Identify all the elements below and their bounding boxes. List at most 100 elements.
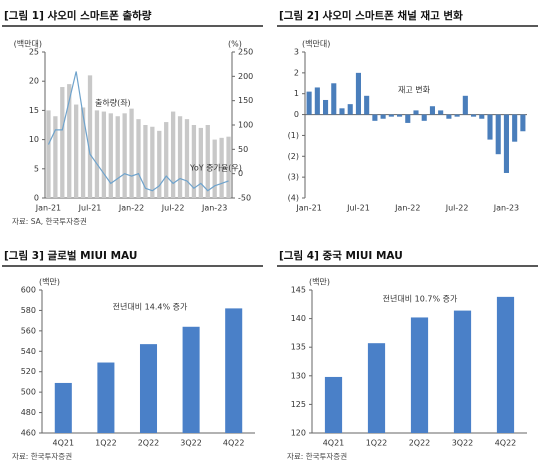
bar xyxy=(471,114,477,117)
bar xyxy=(74,104,79,198)
y-tick-label: 580 xyxy=(21,306,36,315)
y-tick-label: 15 xyxy=(29,106,39,115)
x-tick-label: Jan-22 xyxy=(118,204,144,213)
bar xyxy=(164,122,169,198)
y-axis-unit: (백만대) xyxy=(14,39,42,49)
y-axis-unit: (백만) xyxy=(39,277,60,287)
bar xyxy=(388,114,394,117)
bar xyxy=(143,125,148,198)
bar xyxy=(462,95,468,115)
chart-title: [그림 1] 샤오미 스마트폰 출하량 xyxy=(4,9,152,22)
bar xyxy=(170,111,176,198)
bar xyxy=(94,110,100,198)
source: 자료: 한국투자증권 xyxy=(287,452,347,461)
y-tick-label: 25 xyxy=(29,48,39,57)
y-tick-label: 0 xyxy=(34,194,39,203)
y-tick-label: 540 xyxy=(21,347,36,356)
y-tick-label: 145 xyxy=(291,286,306,295)
x-tick-label: 3Q22 xyxy=(180,439,202,448)
y-tick-label: 480 xyxy=(21,408,36,417)
y2-tick-label: 100 xyxy=(238,121,253,130)
y-tick-label: (3) xyxy=(288,173,299,182)
bar xyxy=(177,116,183,198)
chart-title: [그림 2] 샤오미 스마트폰 채널 재고 변화 xyxy=(279,9,463,22)
chart-title: [그림 3] 글로벌 MIUI MAU xyxy=(4,249,137,262)
bar xyxy=(60,87,65,198)
x-tick-label: Jan-23 xyxy=(493,204,519,213)
x-tick-label: 4Q21 xyxy=(323,439,345,448)
bar xyxy=(479,114,485,119)
x-tick-label: 4Q22 xyxy=(495,439,517,448)
x-tick-label: 1Q22 xyxy=(95,439,117,448)
bar xyxy=(413,110,419,115)
bar xyxy=(136,119,141,198)
bar xyxy=(380,114,386,119)
y-tick-label: 10 xyxy=(29,135,39,144)
bar xyxy=(339,108,345,115)
x-tick-label: 1Q22 xyxy=(366,439,388,448)
bar xyxy=(453,310,472,433)
y-tick-label: 1 xyxy=(294,89,299,98)
y-tick-label: 120 xyxy=(291,429,306,438)
bar xyxy=(355,72,361,115)
y-tick-label: 2 xyxy=(294,68,299,77)
source: 자료: 한국투자증권 xyxy=(12,452,72,461)
x-tick-label: 3Q22 xyxy=(452,439,474,448)
bar xyxy=(191,125,197,198)
x-tick-label: Jan-22 xyxy=(394,204,420,213)
bar xyxy=(115,116,120,198)
y-tick-label: 0 xyxy=(294,110,299,119)
x-tick-label: 4Q21 xyxy=(53,439,75,448)
bar xyxy=(503,114,509,173)
y-tick-label: 520 xyxy=(21,367,36,376)
bar xyxy=(323,99,329,115)
bar xyxy=(54,382,72,433)
bar xyxy=(46,110,51,198)
bar xyxy=(438,110,444,115)
x-tick-label: Jul-21 xyxy=(346,204,370,213)
source: 자료: SA, 한국투자증권 xyxy=(12,217,87,226)
series-label: 출하량(좌) xyxy=(95,98,131,108)
bar xyxy=(157,130,162,198)
annotation: 전년대비 14.4% 증가 xyxy=(113,302,188,312)
x-tick-label: Jan-21 xyxy=(295,204,321,213)
bar xyxy=(512,114,518,142)
x-tick-label: Jan-21 xyxy=(35,204,61,213)
x-tick-label: Jan-23 xyxy=(201,204,227,213)
y-axis-unit: (백만대) xyxy=(302,39,330,49)
bar xyxy=(182,326,200,433)
bar xyxy=(405,114,411,123)
bar xyxy=(87,75,93,198)
bar xyxy=(331,83,337,115)
y2-tick-label: 150 xyxy=(238,96,253,105)
bar xyxy=(205,125,210,198)
series-label: 재고 변화 xyxy=(398,85,431,95)
bar xyxy=(487,114,493,140)
bar xyxy=(410,317,429,433)
bar xyxy=(53,116,58,198)
y-tick-label: 560 xyxy=(21,326,36,335)
bar xyxy=(520,114,526,132)
line xyxy=(47,71,229,192)
x-tick-label: 2Q22 xyxy=(409,439,431,448)
bar xyxy=(108,113,113,198)
bar xyxy=(429,106,435,115)
x-tick-label: Jul-22 xyxy=(445,204,469,213)
bar xyxy=(496,296,515,433)
bar xyxy=(364,95,370,115)
bar xyxy=(397,114,403,117)
bar xyxy=(314,87,320,115)
y-axis-unit: (백만) xyxy=(309,277,330,287)
bar xyxy=(101,111,107,198)
y-tick-label: 130 xyxy=(291,371,306,380)
bar xyxy=(495,114,501,155)
bar xyxy=(219,137,224,198)
bar xyxy=(139,344,158,433)
bar xyxy=(184,119,190,198)
x-tick-label: Jul-21 xyxy=(78,204,102,213)
y-tick-label: 600 xyxy=(21,286,36,295)
y-tick-label: 460 xyxy=(21,429,36,438)
y-tick-label: 20 xyxy=(29,77,39,86)
